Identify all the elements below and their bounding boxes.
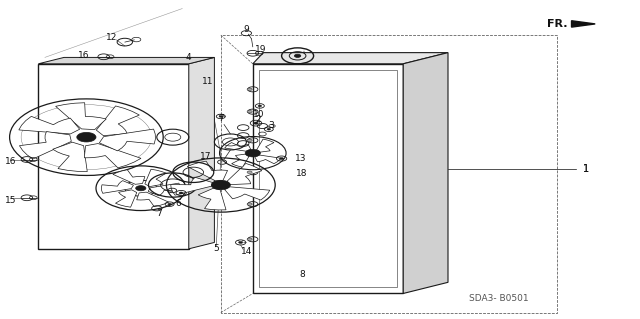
Circle shape bbox=[247, 238, 252, 241]
Text: 1: 1 bbox=[583, 164, 589, 174]
Text: 1: 1 bbox=[582, 164, 589, 174]
Circle shape bbox=[219, 115, 223, 117]
Circle shape bbox=[280, 158, 284, 160]
Polygon shape bbox=[403, 53, 448, 293]
Polygon shape bbox=[171, 177, 212, 195]
Circle shape bbox=[239, 241, 243, 243]
Circle shape bbox=[253, 122, 259, 124]
Polygon shape bbox=[52, 142, 87, 172]
Polygon shape bbox=[148, 183, 180, 196]
Circle shape bbox=[247, 203, 252, 205]
Circle shape bbox=[247, 110, 252, 113]
Polygon shape bbox=[19, 131, 71, 159]
Polygon shape bbox=[137, 192, 169, 207]
Polygon shape bbox=[38, 57, 214, 64]
Polygon shape bbox=[96, 106, 140, 136]
Polygon shape bbox=[189, 57, 214, 249]
Text: 19: 19 bbox=[255, 45, 267, 54]
Polygon shape bbox=[257, 139, 274, 152]
Text: 8: 8 bbox=[300, 271, 305, 279]
Polygon shape bbox=[19, 116, 80, 134]
Text: 16: 16 bbox=[5, 157, 17, 166]
Circle shape bbox=[77, 132, 96, 142]
Text: FR.: FR. bbox=[547, 19, 568, 29]
Polygon shape bbox=[188, 161, 228, 181]
Polygon shape bbox=[225, 143, 251, 151]
Text: 10: 10 bbox=[253, 110, 265, 119]
Polygon shape bbox=[232, 154, 249, 167]
Polygon shape bbox=[101, 181, 134, 193]
Polygon shape bbox=[99, 129, 156, 151]
Circle shape bbox=[211, 180, 230, 190]
Bar bbox=[38, 64, 189, 249]
Text: 3: 3 bbox=[268, 121, 273, 130]
Text: 5: 5 bbox=[214, 244, 219, 253]
Circle shape bbox=[267, 128, 271, 130]
Text: 18: 18 bbox=[296, 169, 307, 178]
Polygon shape bbox=[255, 155, 281, 164]
Polygon shape bbox=[253, 53, 448, 64]
Polygon shape bbox=[113, 170, 145, 184]
Circle shape bbox=[247, 139, 252, 142]
Circle shape bbox=[179, 192, 183, 194]
Bar bbox=[259, 70, 397, 287]
Circle shape bbox=[294, 54, 301, 57]
Circle shape bbox=[168, 203, 172, 205]
Text: SDA3- B0501: SDA3- B0501 bbox=[469, 294, 529, 303]
Text: 11: 11 bbox=[202, 78, 214, 86]
Text: 7: 7 bbox=[156, 209, 161, 218]
Text: 12: 12 bbox=[106, 33, 118, 42]
Text: 13: 13 bbox=[295, 154, 307, 163]
Circle shape bbox=[247, 171, 252, 174]
Text: 9: 9 bbox=[244, 26, 249, 34]
Text: 17: 17 bbox=[200, 152, 211, 161]
Polygon shape bbox=[115, 190, 137, 207]
Text: 7: 7 bbox=[218, 114, 223, 123]
Polygon shape bbox=[227, 163, 262, 185]
Text: 15: 15 bbox=[5, 196, 17, 204]
Polygon shape bbox=[145, 169, 166, 187]
Circle shape bbox=[247, 88, 252, 91]
Circle shape bbox=[245, 149, 260, 157]
Bar bbox=[253, 64, 403, 293]
Text: 6: 6 bbox=[175, 199, 180, 208]
Circle shape bbox=[258, 105, 262, 107]
Polygon shape bbox=[572, 21, 595, 27]
Polygon shape bbox=[198, 188, 226, 210]
Polygon shape bbox=[84, 144, 141, 168]
Text: 2: 2 bbox=[255, 115, 260, 124]
Circle shape bbox=[136, 186, 146, 191]
Text: 14: 14 bbox=[241, 247, 252, 256]
Text: 16: 16 bbox=[78, 51, 90, 60]
Polygon shape bbox=[56, 103, 106, 130]
Polygon shape bbox=[225, 187, 269, 200]
Text: 4: 4 bbox=[186, 53, 191, 62]
